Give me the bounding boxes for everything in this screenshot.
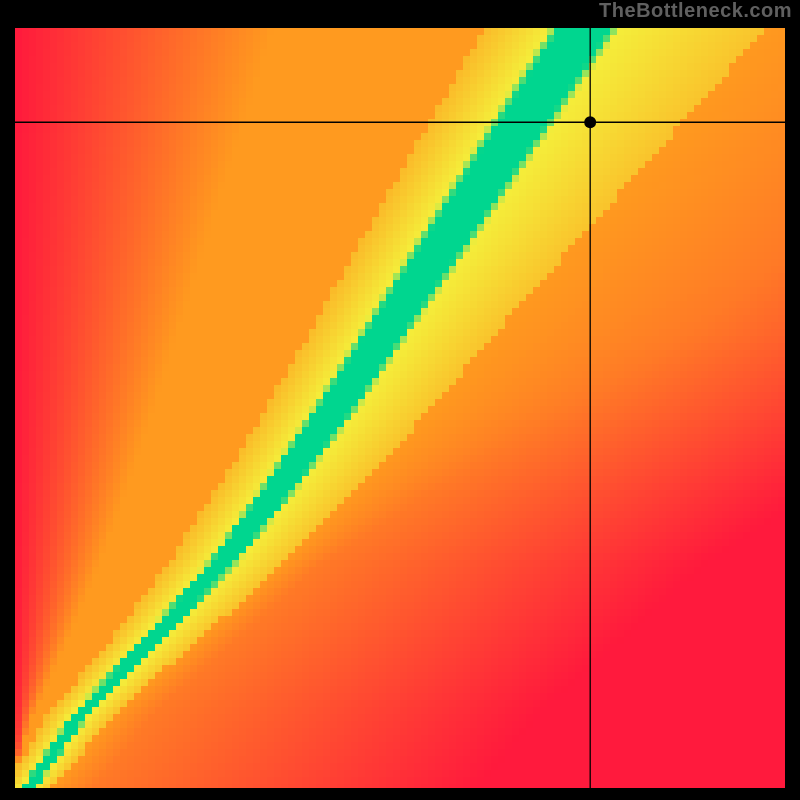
watermark-text: TheBottleneck.com bbox=[599, 0, 792, 23]
chart-container: { "watermark": "TheBottleneck.com", "wat… bbox=[0, 0, 800, 800]
bottleneck-heatmap bbox=[15, 28, 785, 788]
